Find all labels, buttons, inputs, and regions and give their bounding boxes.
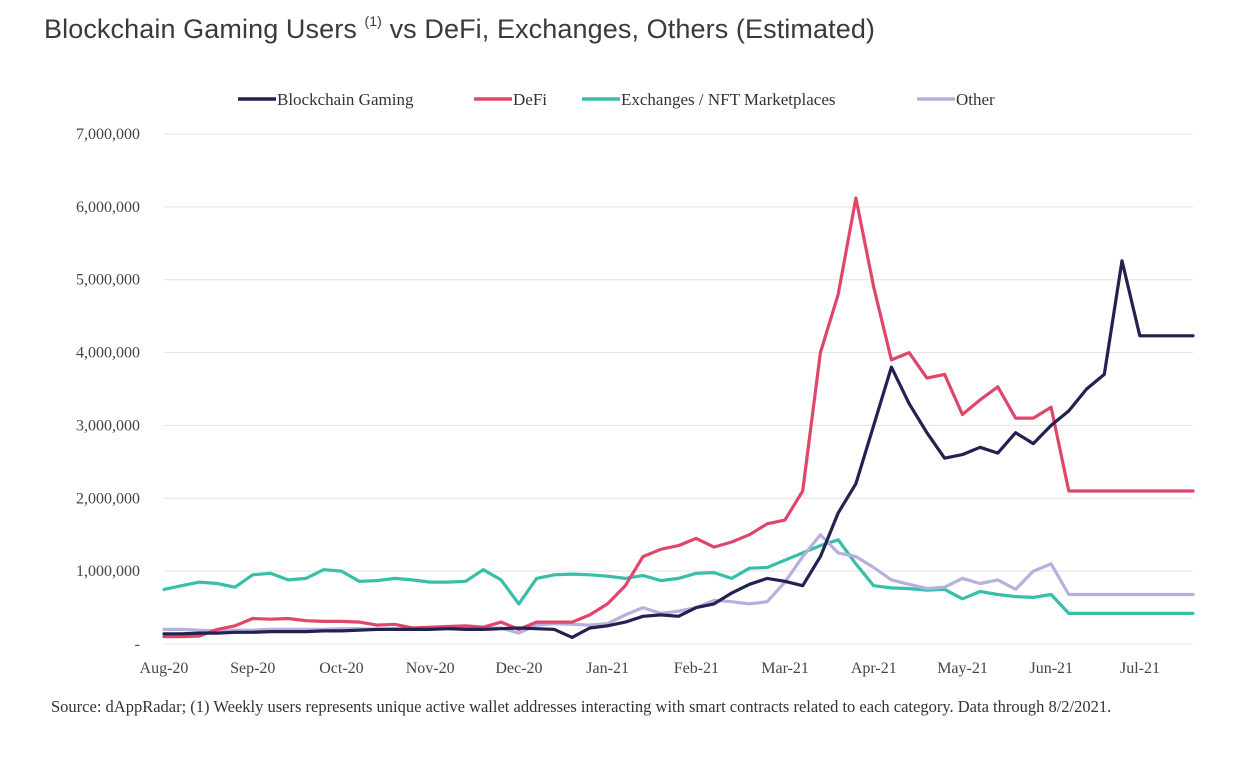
y-tick-label: 1,000,000 <box>76 563 140 580</box>
x-tick-label: Feb-21 <box>674 660 719 677</box>
x-axis: Aug-20 Sep-20 Oct-20 Nov-20 Dec-20 Jan-21 Feb-… <box>140 660 1160 677</box>
y-tick-label: 2,000,000 <box>76 490 140 507</box>
y-tick-label: 5,000,000 <box>76 272 140 289</box>
series-line-other <box>162 533 1195 635</box>
x-tick-label: Jan-21 <box>586 660 629 677</box>
gridlines <box>164 133 1193 645</box>
y-tick-label: 3,000,000 <box>76 417 140 434</box>
x-tick-label: Sep-20 <box>230 660 275 677</box>
series-line-blockchain-gaming <box>162 259 1195 640</box>
y-tick-label: 6,000,000 <box>76 199 140 216</box>
series-lines <box>162 196 1195 640</box>
x-tick-label: Jul-21 <box>1120 660 1160 677</box>
x-tick-label: Aug-20 <box>140 660 189 677</box>
y-tick-label: 7,000,000 <box>76 126 140 143</box>
chart-title-rest: vs DeFi, Exchanges, Others (Estimated) <box>389 14 876 44</box>
series-line-defi <box>162 196 1195 639</box>
x-tick-label: Nov-20 <box>406 660 455 677</box>
legend-label-exchanges-nft-marketplaces: Exchanges / NFT Marketplaces <box>621 90 835 109</box>
x-tick-label: Mar-21 <box>761 660 809 677</box>
x-tick-label: Apr-21 <box>851 660 897 677</box>
line-chart: - 1,000,000 2,000,000 3,000,000 4,000,000 5,0… <box>76 90 1195 677</box>
legend-label-other: Other <box>956 90 995 109</box>
legend-label-defi: DeFi <box>513 90 547 109</box>
chart-title: Blockchain Gaming Users (1) vs DeFi, Exc… <box>44 13 876 45</box>
legend: Blockchain Gaming DeFi Exchanges / NFT Mar… <box>238 90 995 109</box>
y-axis: - 1,000,000 2,000,000 3,000,000 4,000,000 5,0… <box>76 126 140 653</box>
legend-label-blockchain-gaming: Blockchain Gaming <box>277 90 414 109</box>
source-note: Source: dAppRadar; (1) Weekly users repr… <box>51 697 1112 716</box>
y-tick-label: - <box>135 636 140 653</box>
x-tick-label: Oct-20 <box>319 660 363 677</box>
x-tick-label: Jun-21 <box>1029 660 1073 677</box>
series-line-exchanges-nft-marketplaces <box>162 538 1195 616</box>
y-tick-label: 4,000,000 <box>76 345 140 362</box>
x-tick-label: May-21 <box>937 660 988 677</box>
chart-title-footnote-marker: (1) <box>364 13 382 29</box>
x-tick-label: Dec-20 <box>495 660 542 677</box>
chart-title-main: Blockchain Gaming Users <box>44 14 357 44</box>
